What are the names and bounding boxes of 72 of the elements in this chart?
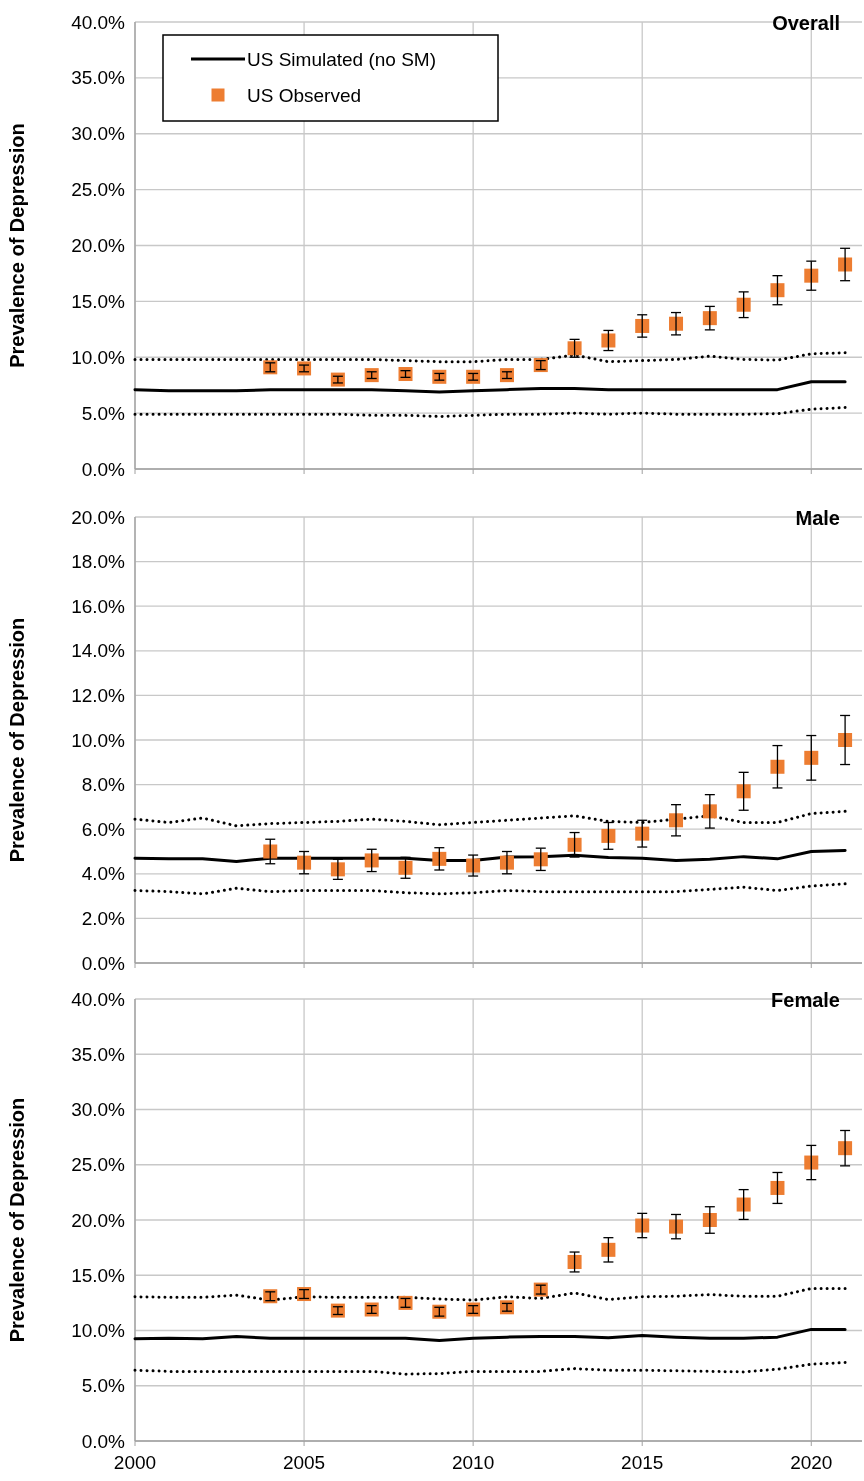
point: [601, 333, 616, 348]
line-series: [133, 882, 847, 896]
y-tick-label: 30.0%: [71, 1099, 126, 1120]
y-tick-label: 20.0%: [71, 235, 126, 256]
y-tick-label: 15.0%: [71, 1264, 126, 1286]
point: [635, 1218, 650, 1233]
y-tick-label: 2.0%: [81, 907, 126, 929]
x-tick-label: 2020: [790, 1452, 833, 1473]
point: [635, 318, 650, 333]
y-axis-title: Prevalence of Depression: [6, 617, 28, 863]
y-tick-label: 30.0%: [71, 123, 126, 145]
point: [263, 844, 278, 859]
legend-label: US Observed: [247, 84, 362, 106]
y-tick-label: 35.0%: [71, 1043, 126, 1065]
legend-label: US Simulated (no SM): [247, 48, 437, 70]
point: [601, 1242, 616, 1257]
point: [567, 1254, 582, 1269]
chart-title: Overall: [772, 12, 840, 34]
x-tick-label: 2015: [621, 1452, 664, 1473]
point: [804, 1155, 819, 1170]
y-tick-label: 5.0%: [81, 1375, 126, 1397]
y-tick-label: 0.0%: [81, 1430, 126, 1452]
line-series: [133, 1361, 847, 1376]
y-tick-label: 16.0%: [71, 595, 126, 617]
chart-title: Male: [795, 507, 840, 529]
y-tick-label: 10.0%: [71, 346, 126, 368]
point: [398, 860, 413, 875]
y-tick-label: 0.0%: [81, 952, 126, 974]
chart-title: Female: [771, 989, 840, 1011]
point: [567, 837, 582, 852]
y-tick-label: 0.0%: [81, 458, 126, 480]
point: [804, 750, 819, 765]
y-tick-label: 25.0%: [71, 1154, 126, 1176]
point: [702, 1213, 717, 1227]
point: [770, 283, 785, 298]
y-tick-label: 4.0%: [81, 863, 126, 885]
y-tick-label: 10.0%: [71, 1320, 126, 1341]
point: [432, 851, 447, 866]
y-tick-label: 25.0%: [71, 179, 126, 201]
y-tick-label: 12.0%: [71, 684, 126, 706]
y-tick-label: 20.0%: [71, 1209, 126, 1231]
y-tick-label: 6.0%: [81, 818, 126, 840]
y-tick-label: 15.0%: [71, 290, 126, 312]
line-series: [133, 406, 847, 418]
y-tick-label: 10.0%: [71, 729, 126, 751]
x-tick-label: 2010: [452, 1452, 495, 1473]
line-series: [133, 1327, 847, 1342]
point: [804, 268, 819, 283]
x-tick-label: 2000: [113, 1452, 157, 1473]
point: [702, 804, 717, 819]
y-axis-title: Prevalence of Depression: [6, 123, 28, 368]
x-tick-label: 2005: [282, 1452, 326, 1473]
point: [702, 311, 717, 326]
y-tick-label: 20.0%: [71, 506, 126, 528]
point: [635, 826, 650, 841]
y-tick-label: 40.0%: [71, 11, 126, 33]
y-axis-title: Prevalence of Depression: [6, 1097, 28, 1343]
y-tick-label: 35.0%: [71, 67, 126, 89]
point: [364, 853, 379, 868]
y-tick-label: 5.0%: [81, 402, 126, 424]
y-tick-label: 40.0%: [71, 988, 126, 1010]
point: [736, 297, 751, 312]
line-series: [133, 380, 847, 394]
y-tick-label: 8.0%: [81, 774, 126, 796]
point: [736, 1197, 751, 1212]
y-tick-label: 18.0%: [71, 551, 126, 573]
point: [736, 784, 751, 799]
y-tick-label: 14.0%: [71, 640, 126, 662]
point: [770, 1180, 785, 1195]
point: [533, 852, 548, 867]
point: [770, 759, 785, 774]
point: [601, 828, 616, 843]
